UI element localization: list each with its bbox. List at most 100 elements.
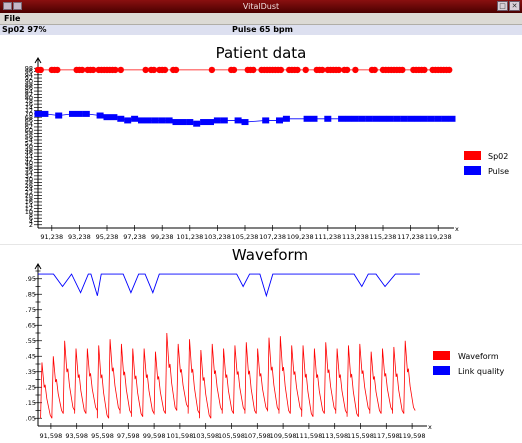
y-tick-label: 10 [25, 208, 33, 216]
y-tick-label: 74 [25, 104, 33, 112]
pulse-readout: Pulse 65 bpm [232, 25, 293, 34]
pulse-point [358, 115, 366, 122]
y-tick-label: 36 [25, 166, 33, 174]
y-tick-label: 90 [25, 78, 33, 86]
y-tick-label: .35 [26, 368, 36, 376]
y-tick-label: .25 [26, 383, 36, 391]
y-tick-label: 28 [25, 179, 33, 187]
y-tick-label: 46 [25, 149, 33, 157]
y-tick-label: 52 [25, 139, 33, 147]
pulse-point [144, 117, 152, 124]
spo2-point [150, 66, 158, 74]
pulse-point [393, 115, 401, 122]
spo2-point [446, 66, 453, 74]
y-tick-label: 76 [25, 100, 33, 108]
spo2-point [421, 66, 428, 74]
y-tick-label: 82 [25, 91, 33, 99]
pulse-point [338, 115, 346, 122]
pulse-point [131, 115, 139, 122]
y-tick-label: 6 [29, 214, 33, 222]
y-tick-label: 86 [25, 84, 33, 92]
pulse-point [200, 119, 208, 126]
pulse-point [151, 117, 159, 124]
y-tick-label: 12 [25, 205, 33, 213]
pulse-point [172, 119, 180, 126]
spo2-point [335, 66, 343, 74]
y-tick-label: 34 [25, 169, 33, 177]
menubar: File [0, 13, 522, 25]
close-icon[interactable]: ✕ [509, 1, 520, 11]
pulse-point [69, 110, 76, 117]
x-tick-label: 111,238 [314, 233, 341, 241]
pulse-point [82, 110, 90, 117]
pulse-point [345, 115, 352, 122]
y-tick-label: .95 [26, 275, 36, 283]
y-tick-label: 42 [25, 156, 33, 164]
pulse-point [220, 117, 228, 124]
vitals-status-bar: Sp02 97% Pulse 65 bpm [0, 25, 522, 35]
spo2-point [352, 66, 359, 74]
y-tick-label: 50 [25, 143, 33, 151]
pulse-point [158, 117, 166, 124]
x-tick-label: 115,238 [370, 233, 397, 241]
spo2-point [302, 66, 309, 74]
y-tick-label: 84 [25, 87, 33, 95]
y-tick-label: 92 [25, 74, 33, 82]
window-titlebar: VitalDust □ ✕ [0, 0, 522, 13]
pulse-point [276, 117, 283, 124]
x-tick-label: 91,238 [40, 233, 63, 241]
x-tick-label: 113,238 [342, 233, 369, 241]
y-tick-label: 22 [25, 188, 33, 196]
spo2-point [371, 66, 378, 74]
pulse-point [434, 115, 442, 122]
window-menu-icon[interactable] [3, 2, 12, 10]
y-tick-label: 26 [25, 182, 33, 190]
pulse-point [213, 117, 221, 124]
shade-icon[interactable] [13, 2, 22, 10]
pulse-point [386, 115, 394, 122]
pulse-point [96, 112, 104, 119]
pulse-point [379, 115, 387, 122]
y-tick-label: .45 [26, 352, 36, 360]
pulse-point [303, 115, 311, 122]
pulse-point [448, 115, 456, 122]
x-tick-label: 107,598 [244, 432, 271, 440]
legend-label-pulse: Pulse [488, 167, 509, 176]
y-tick-label: .85 [26, 290, 36, 298]
spo2-point [142, 66, 149, 74]
x-tick-label: 101,238 [176, 233, 203, 241]
legend-label-sp02: Sp02 [488, 152, 508, 161]
window-title: VitalDust [242, 2, 280, 11]
pulse-point [414, 115, 421, 122]
spo2-point [319, 66, 326, 74]
y-tick-label: .55 [26, 337, 36, 345]
x-tick-label: 95,238 [96, 233, 119, 241]
y-tick-label: 64 [25, 120, 33, 128]
y-tick-label: 20 [25, 192, 33, 200]
x-tick-label: 99,238 [151, 233, 174, 241]
legend-swatch-sp02 [464, 151, 481, 160]
y-tick-label: 78 [25, 97, 33, 105]
y-tick-label: 38 [25, 162, 33, 170]
chart-title: Patient data [216, 44, 307, 62]
x-tick-label: 93,238 [68, 233, 91, 241]
y-tick-label: 80 [25, 94, 33, 102]
pulse-point [400, 115, 408, 122]
x-tick-label: 105,598 [218, 432, 245, 440]
x-tick-label: 119,598 [399, 432, 426, 440]
spo2-point [90, 66, 97, 74]
menu-file[interactable]: File [4, 14, 21, 23]
y-tick-label: 54 [25, 136, 33, 144]
spo2-point [343, 66, 351, 74]
y-tick-label: 56 [25, 133, 33, 141]
y-tick-label: 94 [25, 71, 33, 79]
legend-label-waveform: Waveform [458, 352, 499, 361]
x-tick-label: 103,598 [192, 432, 219, 440]
x-tick-label: 109,598 [270, 432, 297, 440]
legend-swatch-link-quality [433, 366, 450, 375]
link-quality-line [38, 273, 420, 298]
maximize-icon[interactable]: □ [497, 1, 508, 11]
legend-swatch-pulse [464, 166, 481, 175]
spo2-point [208, 66, 216, 74]
y-tick-label: 88 [25, 81, 33, 89]
